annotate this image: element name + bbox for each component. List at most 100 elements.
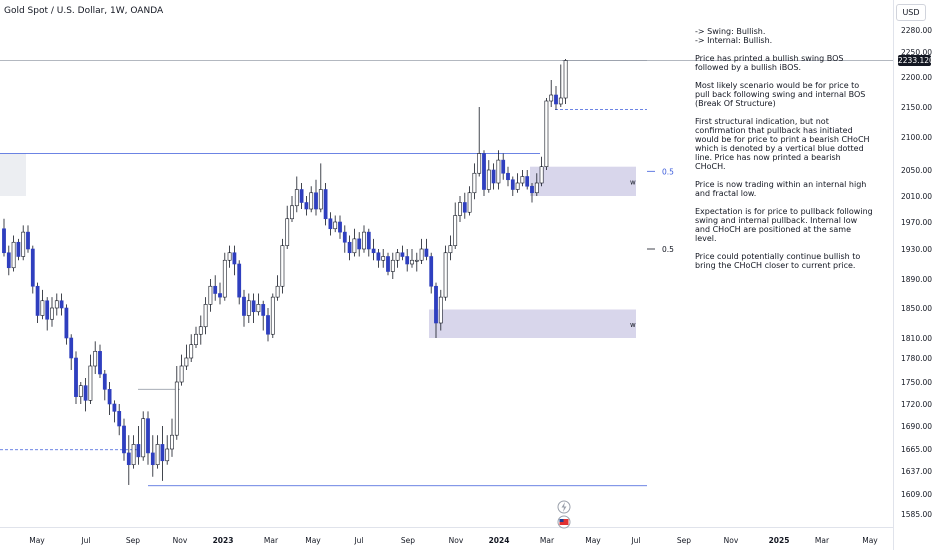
candle-body (386, 256, 390, 272)
x-tick-label: Sep (677, 536, 691, 545)
x-tick-label: May (585, 536, 601, 545)
fib-label: 0.5 (662, 245, 674, 254)
chart-title: Gold Spot / U.S. Dollar, 1W, OANDA (4, 6, 164, 16)
candle-body (530, 185, 534, 194)
candle-body (222, 259, 227, 298)
x-tick-label: Jul (353, 536, 363, 545)
y-tick-label: 1720.00 (901, 400, 932, 409)
candle-body (112, 403, 117, 412)
x-tick-label: May (305, 536, 321, 545)
candle-body (539, 166, 544, 184)
candle-body (78, 385, 83, 397)
candle-body (328, 218, 333, 230)
candle-body (285, 218, 290, 246)
candle-body (208, 285, 213, 305)
candle-body (448, 245, 453, 254)
candle-body (405, 256, 410, 265)
fib-label: 0.5 (662, 167, 674, 176)
candle-body (232, 252, 237, 265)
candle-body (390, 259, 395, 272)
y-tick-label: 2100.00 (901, 133, 932, 142)
current-price-tag: 2233.120 (898, 54, 932, 66)
candle-body (314, 192, 318, 210)
candle-body (554, 94, 558, 105)
candle-body (381, 256, 386, 261)
candle-body (352, 238, 357, 254)
candle-body (83, 385, 88, 401)
candle-body (510, 179, 515, 190)
candle-body (520, 176, 525, 184)
candle-body (299, 189, 304, 203)
candle-body (26, 231, 30, 250)
candle-body (371, 248, 376, 254)
axis-ticks: 2280.00 2250.00 2200.00 2150.00 2100.00 2050.… (29, 26, 932, 545)
y-tick-label: 1637.00 (901, 467, 932, 476)
y-tick-label: 1850.00 (901, 304, 932, 313)
currency-button[interactable]: USD (896, 4, 926, 21)
candle-body (165, 448, 170, 462)
us-flag-stripes (559, 519, 569, 525)
candle-body (549, 94, 554, 102)
y-tick-label: 1810.00 (901, 334, 932, 343)
candle-body (482, 153, 486, 190)
note-paragraph: Price could potentially continue bullish… (695, 252, 861, 270)
y-tick-label: 2150.00 (901, 103, 932, 112)
y-tick-label: 1665.00 (901, 445, 932, 454)
candle-body (506, 172, 510, 181)
candle-body (280, 245, 285, 287)
candle-body (362, 231, 366, 250)
x-tick-label: May (862, 536, 878, 545)
candle-body (227, 252, 232, 261)
candle-body (558, 97, 563, 105)
y-tick-label: 1750.00 (901, 378, 932, 387)
candle-body (342, 231, 347, 243)
x-tick-label: 2023 (213, 536, 234, 545)
x-tick-label: Sep (401, 536, 415, 545)
candle-body (107, 389, 112, 405)
y-tick-label: 2050.00 (901, 166, 932, 175)
candle-body (59, 300, 64, 309)
candle-body (266, 315, 270, 335)
candle-body (242, 296, 246, 316)
y-tick-label: 2250.00 (901, 48, 932, 57)
candle-body (141, 418, 146, 458)
candle-body (251, 300, 256, 313)
candle-body (290, 205, 294, 220)
demand-zones: ww (0, 153, 636, 338)
candle-body (275, 285, 280, 298)
candle-body (318, 189, 323, 210)
candle-body (74, 357, 78, 397)
x-tick-label: Mar (540, 536, 555, 545)
candle-body (414, 259, 419, 262)
candle-body (309, 192, 314, 210)
zone-label: w (630, 178, 636, 186)
candle-body (424, 248, 429, 257)
x-tick-label: Sep (126, 536, 140, 545)
candle-body (198, 326, 203, 335)
event-icons[interactable] (557, 500, 571, 529)
lightning-icon-glyph (561, 502, 567, 512)
candle-body (131, 444, 136, 466)
candle-body (472, 172, 477, 194)
candle-body (467, 192, 472, 213)
candle-body (184, 357, 189, 367)
candle-body (270, 296, 275, 335)
candle-body (256, 304, 261, 313)
candle-body (443, 252, 448, 298)
demand-zone (429, 309, 636, 338)
y-tick-label: 1780.00 (901, 354, 932, 363)
candle-body (338, 221, 342, 233)
note-paragraph: Expectation is for price to pullback fol… (695, 207, 873, 243)
candle-body (194, 333, 198, 345)
candle-body (122, 425, 126, 454)
structure-levels (0, 60, 893, 487)
x-tick-label: May (29, 536, 45, 545)
candle-body (170, 434, 174, 450)
y-tick-label: 2010.00 (901, 192, 932, 201)
candle-body (21, 231, 26, 257)
x-tick-label: 2025 (769, 536, 790, 545)
candle-body (6, 252, 11, 269)
